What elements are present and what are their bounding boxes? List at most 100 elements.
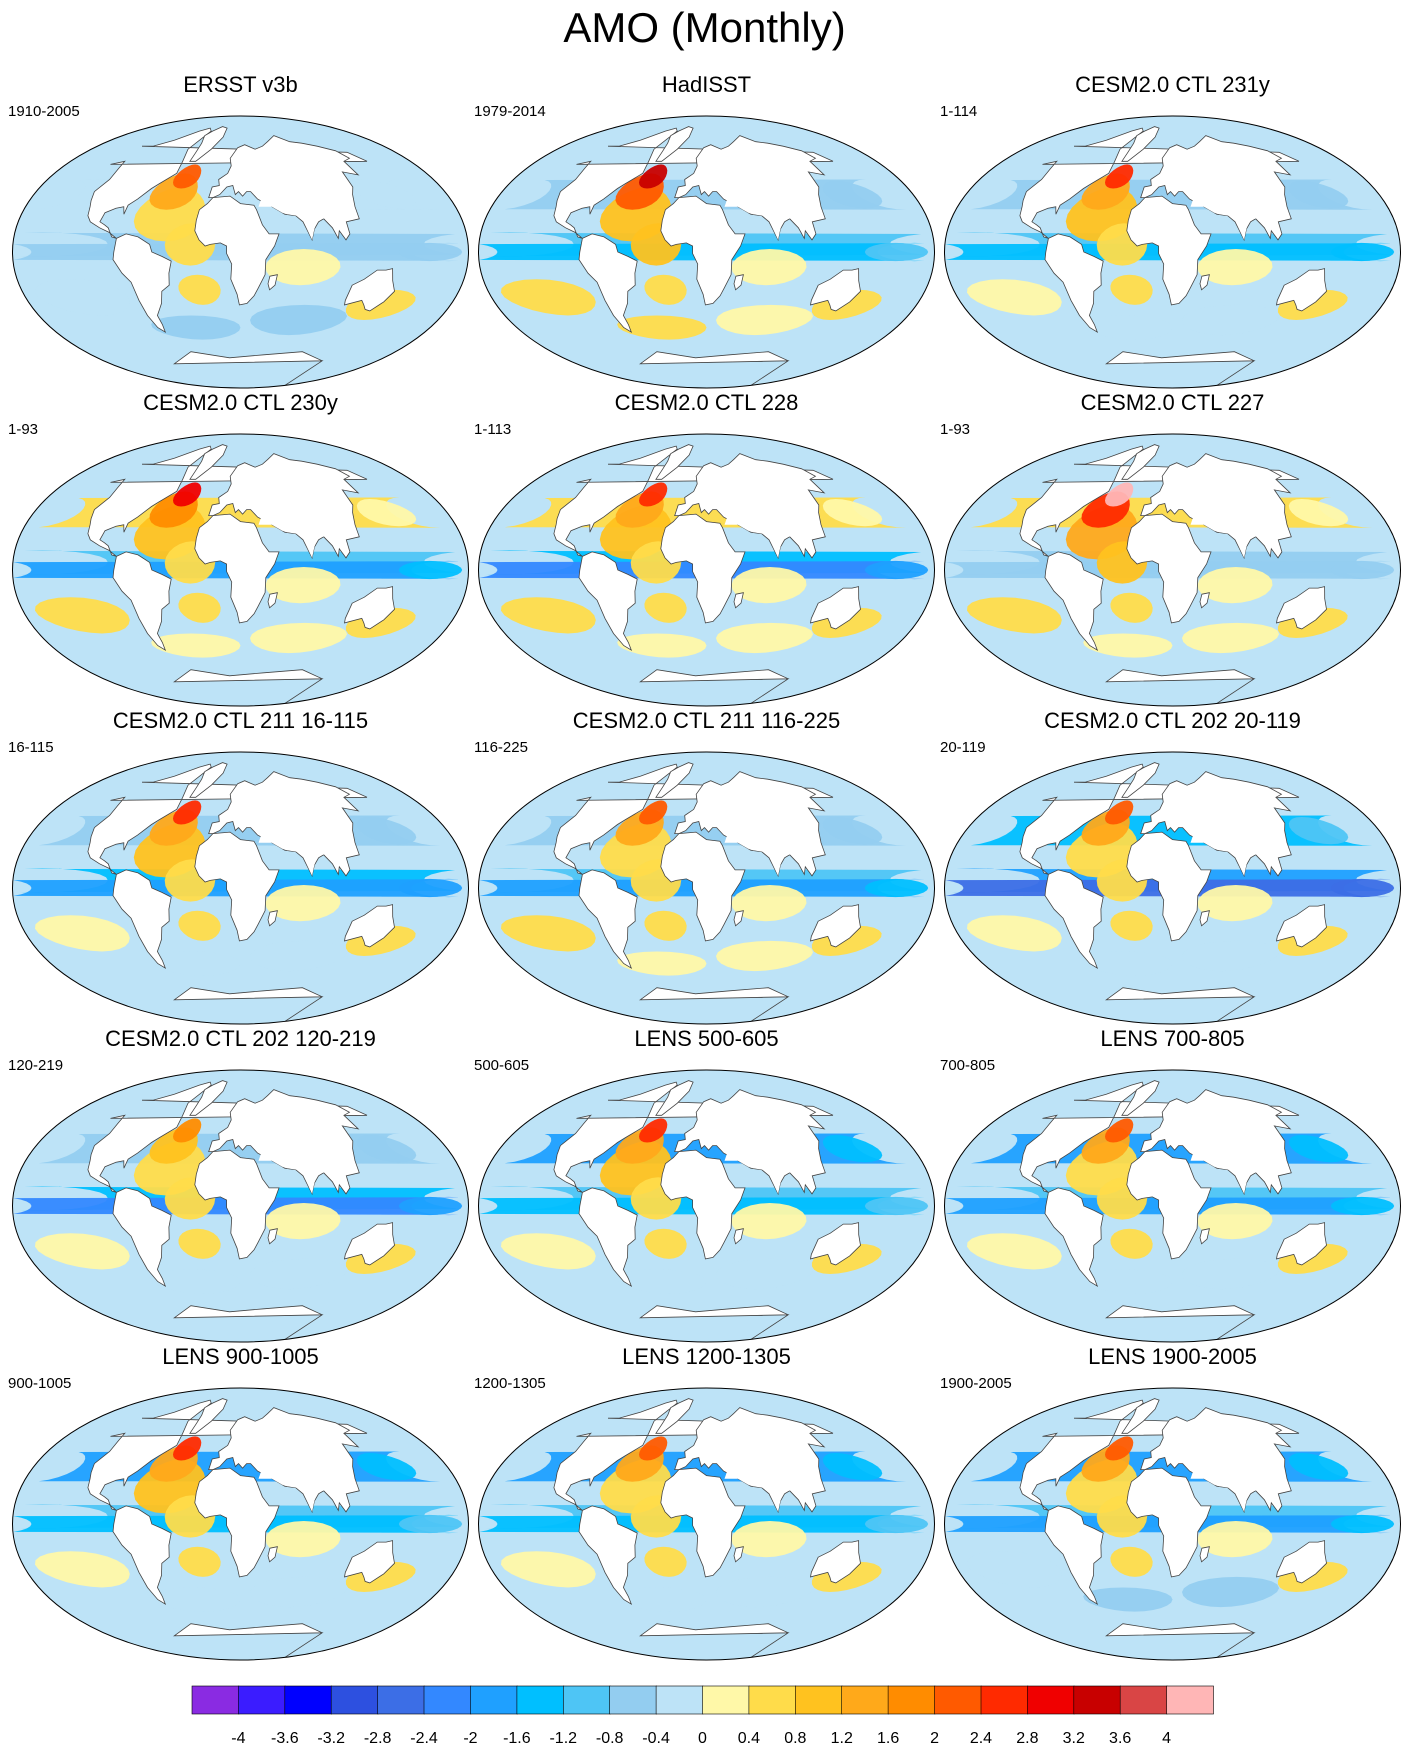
sst-anomaly-region	[639, 800, 668, 825]
colorbar-tick-label: 0	[698, 1730, 707, 1747]
panel-title: LENS 500-605	[634, 1026, 779, 1051]
continent-arabia-india-fill	[1190, 515, 1256, 558]
sst-anomaly-region	[1182, 304, 1280, 336]
sst-anomaly-region	[398, 560, 463, 580]
sst-anomaly-region	[35, 915, 130, 952]
continent-arabia-india-fill	[724, 197, 790, 240]
continent-australia	[809, 268, 861, 312]
continent-arabia-india-fill	[1190, 197, 1256, 240]
sst-anomaly-region	[265, 885, 341, 922]
continent-greenland	[655, 1080, 694, 1116]
sst-anomaly-region	[731, 567, 807, 604]
continent-antarctica	[173, 351, 324, 388]
colorbar-swatch	[887, 1685, 936, 1715]
sst-anomaly-region	[1330, 560, 1395, 580]
sst-anomaly-region	[967, 279, 1062, 316]
continent-arabia-india-fill	[1190, 1151, 1256, 1194]
panel-title: CESM2.0 CTL 230y	[143, 390, 338, 415]
sst-anomaly-region	[716, 304, 814, 336]
sst-anomaly-region	[356, 817, 417, 845]
continent-africa	[1126, 831, 1212, 942]
sst-anomaly-region	[173, 1436, 202, 1461]
colorbar-tick-label: -1.2	[549, 1730, 578, 1747]
sst-anomaly-region	[501, 597, 596, 634]
panel-title: LENS 1200-1305	[622, 1344, 791, 1369]
colorbar-swatch	[748, 1685, 797, 1715]
colorbar-swatch	[1119, 1685, 1168, 1715]
colorbar-tick-label: 4	[1162, 1730, 1172, 1747]
panel-year-range: 900-1005	[8, 1375, 72, 1392]
continent-greenland	[189, 1398, 228, 1434]
sst-anomaly-region	[731, 1203, 807, 1240]
continent-arabia-india-fill	[724, 833, 790, 876]
continent-south-america	[578, 233, 638, 334]
continent-antarctica	[1105, 1623, 1256, 1660]
world-map	[478, 433, 935, 707]
colorbar-swatch	[794, 1685, 843, 1715]
sst-anomaly-region	[864, 560, 929, 580]
continent-antarctica	[639, 1305, 790, 1342]
colorbar-swatch	[1073, 1685, 1122, 1715]
continent-madagascar	[267, 910, 278, 927]
sst-anomaly-region	[1330, 1514, 1395, 1534]
continent-africa	[1126, 513, 1212, 624]
sst-anomaly-region	[639, 164, 668, 189]
sst-anomaly-region	[967, 915, 1062, 952]
map-border	[478, 115, 935, 389]
colorbar-swatch	[980, 1685, 1029, 1715]
colorbar-tick-label: 0.8	[784, 1730, 807, 1747]
sst-anomaly-region	[151, 1587, 241, 1612]
colorbar-swatch	[238, 1685, 286, 1715]
map-panel: LENS 900-1005 900-1005	[8, 1344, 473, 1664]
continent-africa	[1126, 195, 1212, 306]
colorbar-swatch	[423, 1685, 472, 1715]
map-border	[478, 433, 935, 707]
sst-anomaly-region	[639, 1436, 668, 1461]
continent-arabia-india-fill	[1190, 1469, 1256, 1512]
map-panel: CESM2.0 CTL 202 120-219 120-219	[8, 1026, 473, 1346]
continent-greenland	[1121, 1398, 1160, 1434]
sst-anomaly-region	[967, 597, 1062, 634]
colorbar	[191, 1685, 1214, 1715]
sst-anomaly-region	[639, 482, 668, 507]
sst-anomaly-region	[398, 242, 463, 262]
continent-madagascar	[733, 274, 744, 291]
sst-anomaly-region	[398, 878, 463, 898]
panel-year-range: 1200-1305	[474, 1375, 546, 1392]
sst-anomaly-region	[1330, 878, 1395, 898]
continent-greenland	[1121, 126, 1160, 162]
continent-arabia-india-fill	[724, 1151, 790, 1194]
map-border	[12, 115, 469, 389]
continent-south-america	[1044, 551, 1104, 652]
continent-africa	[660, 195, 746, 306]
sst-anomaly-region	[967, 1551, 1062, 1588]
continent-south-america	[1044, 233, 1104, 334]
sst-anomaly-region	[644, 1546, 687, 1577]
colorbar-tick-label: -3.6	[271, 1730, 299, 1747]
colorbar-tick-label: 3.2	[1062, 1730, 1085, 1747]
sst-anomaly-region	[617, 1269, 707, 1294]
map-border	[944, 1387, 1401, 1661]
world-map	[478, 115, 935, 389]
sst-anomaly-region	[716, 1576, 814, 1608]
continent-australia	[809, 586, 861, 630]
continent-greenland	[655, 1398, 694, 1434]
sst-anomaly-region	[864, 878, 929, 898]
continent-madagascar	[267, 592, 278, 609]
sst-anomaly-region	[1110, 1546, 1153, 1577]
panel-year-range: 1-114	[940, 103, 978, 120]
panel-year-range: 500-605	[474, 1057, 530, 1074]
panel-year-range: 20-119	[940, 739, 986, 756]
continent-antarctica	[639, 1623, 790, 1660]
map-border	[944, 115, 1401, 389]
sst-anomaly-region	[822, 817, 883, 845]
sst-anomaly-region	[731, 249, 807, 286]
colorbar-swatch	[702, 1685, 750, 1715]
continent-australia	[809, 1540, 861, 1584]
continent-greenland	[655, 126, 694, 162]
colorbar-swatch	[284, 1685, 332, 1715]
world-map	[944, 751, 1401, 1025]
world-map	[12, 751, 469, 1025]
sst-anomaly-region	[864, 242, 929, 262]
continent-madagascar	[733, 910, 744, 927]
